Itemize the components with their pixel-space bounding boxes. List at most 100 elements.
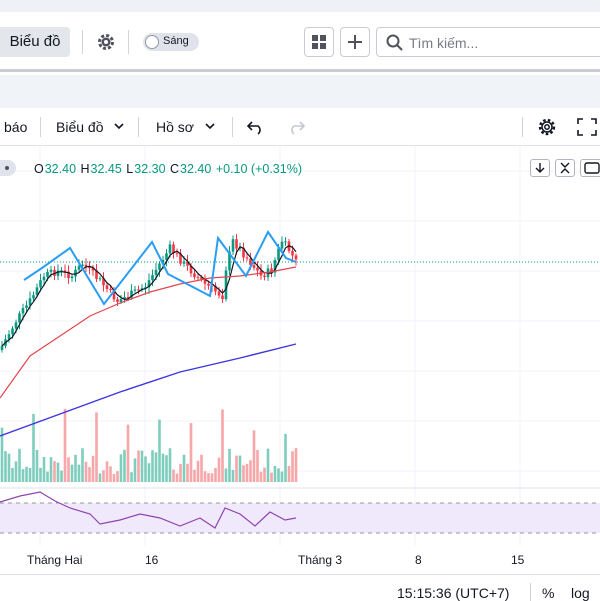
candle-body [154,269,158,275]
volume-bar [32,413,35,482]
divider [128,30,129,54]
layout-grid-button[interactable] [304,27,334,57]
volume-bar [151,450,154,482]
candle-body [84,264,88,268]
candle-body [123,297,126,300]
volume-bar [42,457,46,482]
candle-body [256,267,259,271]
price-chart[interactable] [0,146,600,574]
volume-bar [84,461,88,482]
volume-bar [168,448,172,482]
add-button[interactable] [340,27,370,57]
volume-bar [119,454,123,482]
candle-body [126,297,130,299]
candle-body [161,259,165,264]
candle-body [196,277,200,279]
candle-body [88,267,91,269]
volume-bar [70,464,74,482]
close-key: C [170,162,180,176]
volume-bar [0,427,4,482]
volume-bar [231,469,235,482]
candle-body [81,264,84,267]
redo-icon[interactable] [286,118,306,136]
search-field[interactable]: Tìm kiếm... [376,27,600,57]
scroll-down-button[interactable] [530,159,550,177]
maximize-pane-button[interactable] [580,159,600,177]
candle-body [28,298,32,306]
x-axis-label: Tháng Hai [27,553,83,567]
volume-bars [0,408,298,482]
percent-toggle[interactable]: % [542,585,555,601]
high-key: H [80,162,90,176]
candle-body [203,279,207,284]
chart-settings-gear-icon[interactable] [536,116,558,138]
profile-menu[interactable]: Hồ sơ [156,119,194,135]
undo-icon[interactable] [246,118,266,136]
fullscreen-icon[interactable] [576,117,598,137]
candle-body [270,268,273,273]
chart-button[interactable]: Biểu đồ [0,27,70,57]
candle-body [67,271,70,279]
alerts-menu[interactable]: báo [4,119,28,135]
candle-body [112,289,116,300]
theme-toggle[interactable]: Sáng [143,33,199,51]
candle-body [214,285,217,292]
candle-body [21,307,25,314]
volume-bar [172,469,175,482]
candle-body [168,244,172,254]
rsi-line [0,491,297,529]
volume-bar [200,454,203,482]
divider [40,117,41,137]
volume-bar [175,473,179,482]
volume-bar [147,463,151,482]
chart-menu[interactable]: Biểu đồ [56,119,104,135]
more-icon [5,166,9,170]
settings-gear-icon[interactable] [96,32,116,52]
candle-body [165,253,168,260]
volume-bar [126,424,130,482]
divider [232,117,233,137]
volume-bar [186,463,189,482]
candle-body [151,274,154,281]
candlesticks [0,234,298,353]
volume-bar [56,462,60,482]
candle-body [193,273,196,278]
candle-body [0,345,4,350]
separator-strip [0,75,600,108]
volume-bar [259,471,263,482]
chart-area[interactable] [0,146,600,574]
volume-bar [81,448,84,482]
candle-body [291,250,294,256]
change-value: +0.10 (+0.31%) [215,162,302,176]
collapse-icon [560,162,570,174]
volume-bar [273,465,277,482]
volume-bar [105,461,109,482]
candle-body [235,239,238,249]
volume-bar [217,457,221,482]
volume-bar [256,449,259,482]
candle-body [130,290,133,298]
candle-body [49,269,53,272]
volume-bar [179,463,182,482]
candle-body [231,239,235,252]
candle-body [252,265,256,268]
candle-body [242,247,245,258]
volume-bar [270,472,273,482]
rsi-pane [0,487,600,534]
volume-bar [133,458,137,482]
rsi-band [0,503,600,533]
candle-body [277,248,280,261]
volume-bar [98,473,102,482]
volume-bar [280,471,284,482]
collapse-legend-tab[interactable] [0,160,16,176]
volume-bar [210,473,214,482]
x-axis-label: Tháng 3 [298,553,343,567]
volume-bar [25,466,28,482]
volume-bar [284,433,287,482]
log-toggle[interactable]: log [571,585,590,601]
candle-body [294,255,298,260]
volume-bar [189,423,193,482]
collapse-button[interactable] [555,159,575,177]
candle-body [263,275,266,278]
candle-body [53,269,56,276]
